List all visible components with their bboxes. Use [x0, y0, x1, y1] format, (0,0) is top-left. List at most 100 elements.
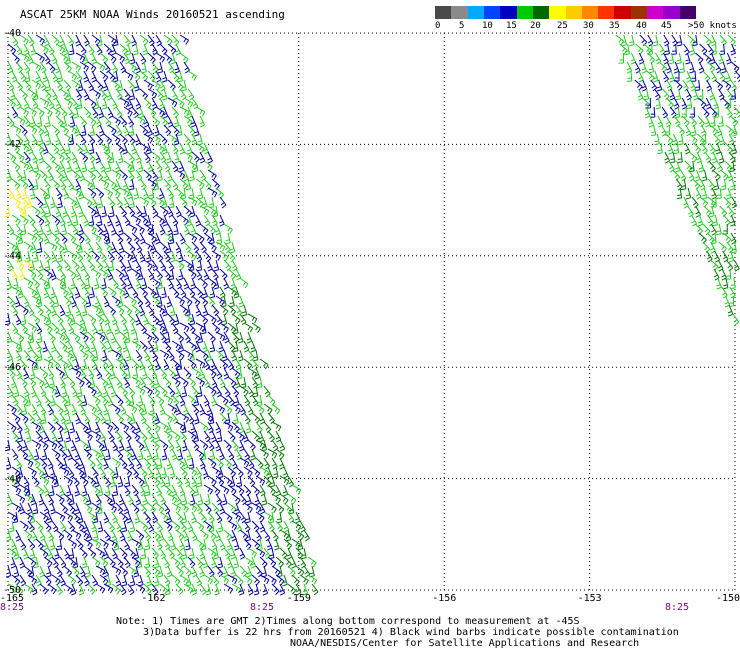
wind-barb: [87, 223, 97, 234]
wind-barb: [66, 412, 72, 425]
wind-barb: [138, 268, 144, 281]
wind-barb: [203, 466, 209, 479]
wind-barb: [55, 331, 66, 342]
wind-barb: [732, 313, 740, 326]
wind-barb: [27, 34, 35, 47]
wind-barb: [74, 502, 81, 515]
wind-barb: [111, 565, 122, 576]
wind-barb: [189, 187, 195, 200]
wind-barb: [35, 484, 45, 496]
wind-barb: [118, 493, 125, 506]
wind-barb: [107, 286, 117, 298]
wind-barb: [75, 574, 84, 587]
wind-barb: [178, 250, 184, 263]
wind-barb: [51, 520, 59, 533]
wind-barb: [183, 97, 194, 108]
wind-barb: [175, 475, 183, 488]
wind-barb: [653, 70, 659, 83]
wind-barb: [59, 106, 68, 118]
wind-barb: [95, 547, 105, 558]
wind-barb: [263, 529, 271, 542]
wind-barb: [202, 196, 208, 209]
wind-barb: [199, 205, 210, 216]
wind-barb: [5, 313, 11, 326]
wind-barb: [123, 322, 129, 335]
wind-barb: [99, 178, 110, 189]
wind-barb: [23, 133, 30, 146]
wind-barb: [55, 187, 63, 200]
wind-barb: [267, 448, 278, 459]
wind-barb: [223, 529, 233, 541]
wind-barb: [271, 565, 281, 577]
wind-barb: [111, 61, 119, 74]
wind-barb: [624, 43, 630, 56]
wind-barb: [227, 394, 235, 407]
wind-barb: [661, 106, 669, 119]
wind-barb: [223, 403, 233, 415]
wind-barb: [51, 574, 61, 585]
wind-barb: [55, 277, 66, 288]
wind-barb: [11, 106, 19, 119]
wind-barb: [630, 52, 637, 65]
wind-barb: [12, 511, 19, 524]
wind-barb: [709, 205, 715, 218]
legend-swatch: [679, 6, 696, 19]
wind-barb: [47, 151, 56, 163]
latitude-label: -44: [3, 250, 22, 262]
wind-barb: [139, 358, 145, 371]
wind-barb: [127, 565, 137, 576]
wind-barb: [11, 214, 21, 225]
wind-barb: [94, 205, 100, 218]
wind-barb: [23, 277, 34, 288]
wind-barb: [63, 511, 74, 522]
wind-barb: [115, 286, 126, 297]
wind-barb: [727, 304, 734, 317]
wind-barb: [147, 232, 157, 243]
wind-barb: [129, 520, 136, 533]
wind-barb: [199, 241, 207, 254]
wind-barb: [23, 583, 34, 594]
wind-barb: [714, 79, 723, 91]
wind-barb: [183, 241, 192, 253]
wind-barb: [74, 430, 81, 443]
wind-barb: [291, 538, 301, 549]
wind-barb: [19, 214, 29, 225]
wind-barb: [127, 241, 136, 253]
wind-barb: [23, 457, 34, 468]
wind-barb: [35, 142, 45, 154]
wind-barb: [722, 277, 729, 290]
wind-barb: [35, 520, 44, 532]
wind-barb: [233, 340, 239, 353]
wind-barb: [63, 187, 70, 200]
wind-barb: [221, 313, 228, 326]
wind-barb: [81, 358, 88, 371]
wind-barb: [87, 259, 96, 272]
wind-barb: [19, 106, 29, 117]
wind-barb: [39, 439, 49, 451]
wind-barb: [153, 448, 159, 461]
wind-barb: [673, 142, 680, 155]
wind-barb: [179, 304, 189, 316]
wind-barb: [154, 412, 160, 425]
wind-barb: [175, 187, 184, 199]
wind-barb: [85, 565, 91, 578]
wind-barb: [209, 286, 216, 299]
wind-barb: [106, 322, 112, 335]
swath-time-label: 8:25: [250, 602, 275, 613]
wind-barb: [143, 349, 151, 362]
wind-barb: [27, 376, 37, 388]
wind-barb: [83, 538, 93, 549]
wind-barb: [647, 34, 654, 47]
wind-barb: [14, 385, 20, 398]
wind-barb: [206, 403, 213, 416]
wind-barb: [82, 556, 88, 569]
wind-barb: [31, 277, 40, 289]
wind-barb: [177, 124, 183, 137]
wind-barb: [166, 295, 173, 308]
wind-barb: [31, 385, 37, 398]
wind-barb: [693, 88, 699, 101]
wind-barb: [78, 223, 85, 236]
wind-barb: [78, 187, 85, 200]
wind-barb: [702, 223, 711, 236]
wind-barb: [227, 520, 238, 531]
